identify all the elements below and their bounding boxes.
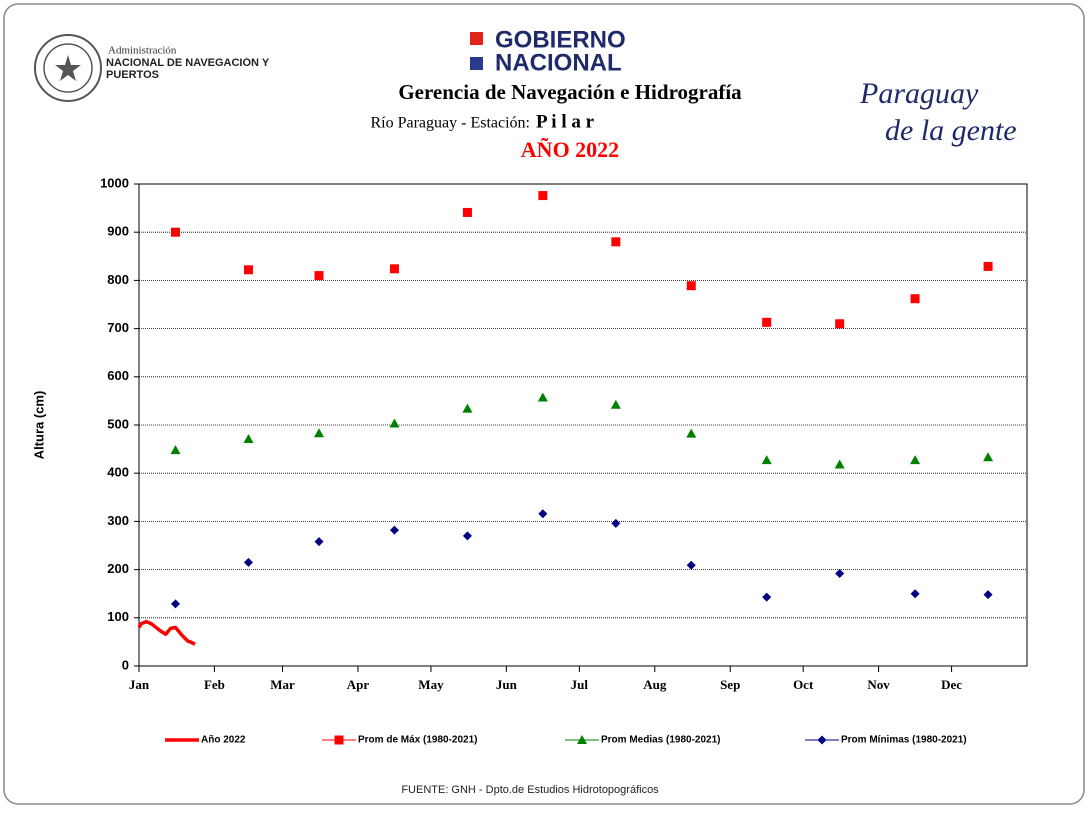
x-tick-label: Jul <box>571 677 589 692</box>
y-tick-label: 300 <box>107 513 129 528</box>
marker-square <box>686 281 696 291</box>
chart-title: Gerencia de Navegación e Hidrografía <box>398 80 742 104</box>
brand-line1: Paraguay <box>859 77 979 110</box>
legend-label: Prom Medias (1980-2021) <box>601 735 721 746</box>
y-tick-label: 100 <box>107 609 129 624</box>
gov-line2: NACIONAL <box>495 49 622 76</box>
legend-label: Prom de Máx (1980-2021) <box>358 735 478 746</box>
marker-square <box>334 735 344 745</box>
x-tick-label: Feb <box>204 677 225 692</box>
marker-square <box>314 271 324 281</box>
marker-diamond <box>389 525 399 535</box>
y-tick-label: 600 <box>107 368 129 383</box>
x-tick-label: Dec <box>941 677 962 692</box>
marker-square <box>389 264 399 274</box>
marker-diamond <box>611 518 621 528</box>
marker-square <box>835 319 845 329</box>
marker-diamond <box>817 735 827 745</box>
marker-diamond <box>762 592 772 602</box>
marker-square <box>538 191 548 201</box>
marker-square <box>243 265 253 275</box>
gov-square-blue <box>470 57 483 70</box>
subtitle-prefix: Río Paraguay - Estación: <box>370 115 530 132</box>
agency-small: Administración <box>108 45 177 57</box>
marker-diamond <box>835 568 845 578</box>
marker-square <box>910 294 920 304</box>
marker-triangle <box>610 399 621 409</box>
legend-label: Año 2022 <box>201 735 246 746</box>
x-tick-label: May <box>418 677 444 692</box>
marker-triangle <box>389 418 400 428</box>
y-axis-label: Altura (cm) <box>31 391 46 460</box>
brand-line2: de la gente <box>885 114 1017 147</box>
agency-big: NACIONAL DE NAVEGACIÓN Y PUERTOS <box>106 57 269 81</box>
x-tick-label: Jan <box>129 677 150 692</box>
subtitle-station: P i l a r <box>536 111 595 132</box>
marker-triangle <box>834 459 845 469</box>
marker-diamond <box>170 599 180 609</box>
x-tick-label: Apr <box>347 677 370 692</box>
marker-square <box>762 317 772 327</box>
marker-triangle <box>910 455 921 465</box>
marker-triangle <box>983 452 994 462</box>
marker-diamond <box>462 531 472 541</box>
footer-source: FUENTE: GNH - Dpto.de Estudios Hidrotopo… <box>401 784 659 796</box>
y-tick-label: 700 <box>107 320 129 335</box>
marker-triangle <box>577 735 587 744</box>
marker-diamond <box>983 590 993 600</box>
x-tick-label: Oct <box>793 677 814 692</box>
marker-triangle <box>537 392 548 402</box>
y-tick-label: 500 <box>107 416 129 431</box>
y-tick-label: 200 <box>107 561 129 576</box>
marker-triangle <box>314 428 325 438</box>
x-tick-label: Mar <box>270 677 295 692</box>
marker-square <box>462 207 472 217</box>
logo-seal <box>34 34 102 102</box>
agency-big-box: NACIONAL DE NAVEGACIÓN Y PUERTOS <box>106 57 269 81</box>
slide-frame <box>3 3 1085 805</box>
marker-diamond <box>243 557 253 567</box>
marker-diamond <box>314 537 324 547</box>
marker-diamond <box>686 560 696 570</box>
y-tick-label: 900 <box>107 224 129 239</box>
x-tick-label: Nov <box>867 677 890 692</box>
data-line <box>137 619 196 646</box>
marker-diamond <box>538 509 548 519</box>
marker-triangle <box>686 428 697 438</box>
x-tick-label: Sep <box>720 677 740 692</box>
x-tick-label: Aug <box>643 677 667 692</box>
marker-triangle <box>761 455 772 465</box>
marker-triangle <box>462 403 473 413</box>
year-title: AÑO 2022 <box>521 137 619 162</box>
y-tick-label: 400 <box>107 465 129 480</box>
marker-square <box>170 227 180 237</box>
marker-triangle <box>170 445 181 455</box>
y-tick-label: 800 <box>107 272 129 287</box>
y-tick-label: 0 <box>122 657 129 672</box>
gov-square-red <box>470 32 483 45</box>
marker-diamond <box>910 589 920 599</box>
marker-triangle <box>243 433 254 443</box>
x-tick-label: Jun <box>496 677 518 692</box>
marker-square <box>611 237 621 247</box>
legend-label: Prom Mínimas (1980-2021) <box>841 735 967 746</box>
gov-line1: GOBIERNO <box>495 26 626 53</box>
y-tick-label: 1000 <box>100 175 129 190</box>
marker-square <box>983 261 993 271</box>
